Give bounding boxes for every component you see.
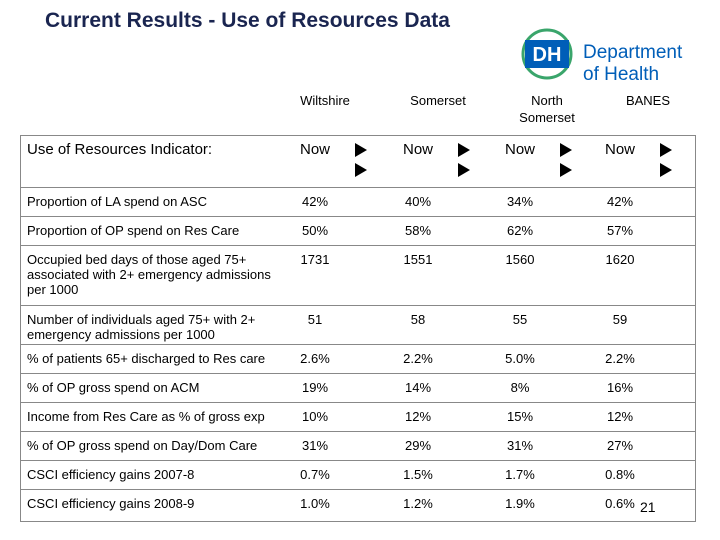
value-cell: 1620	[605, 252, 635, 267]
value-cell: 29%	[404, 438, 432, 453]
period-header: Now	[299, 141, 330, 158]
arrow	[355, 143, 367, 157]
logo-box	[525, 40, 569, 68]
arrow	[458, 163, 470, 177]
arrow	[355, 163, 367, 177]
value-cell: 42%	[606, 194, 634, 209]
logo-line: of Health	[583, 64, 659, 85]
region-header: North Somerset	[519, 93, 575, 125]
row-label: CSCI efficiency gains 2008-9	[27, 496, 195, 511]
period-header: Now	[504, 141, 535, 158]
value-cell: 19%	[301, 380, 329, 395]
arrow	[458, 143, 470, 157]
value-cell: 14%	[404, 380, 432, 395]
value-cell: 0.6%	[605, 496, 635, 511]
value-cell: 1.9%	[505, 496, 535, 511]
arrow-icon	[660, 143, 672, 177]
value-cell: 1551	[403, 252, 433, 267]
logo: DH Department of Health	[521, 28, 683, 85]
arrow	[660, 163, 672, 177]
value-cell: 8%	[510, 380, 530, 395]
row-label: Proportion of OP spend on Res Care	[27, 223, 240, 238]
value-cell: 34%	[506, 194, 534, 209]
value-cell: 2.6%	[300, 351, 330, 366]
page-number: 21	[640, 499, 656, 515]
logo-line: Department	[583, 42, 683, 63]
region-header: Wiltshire	[300, 93, 350, 108]
row-line	[20, 344, 695, 345]
row-label: Number of individuals aged 75+ with 2+ e…	[27, 312, 256, 342]
value-cell: 1.5%	[403, 467, 433, 482]
value-cell: 0.8%	[605, 467, 635, 482]
row-label: % of OP gross spend on ACM	[27, 380, 200, 395]
value-cell: 59	[612, 312, 628, 327]
value-cell: 1.0%	[300, 496, 330, 511]
value-cell: 15%	[506, 409, 534, 424]
row-label: % of OP gross spend on Day/Dom Care	[27, 438, 258, 453]
value-cell: 58	[410, 312, 426, 327]
value-cell: 16%	[606, 380, 634, 395]
value-cell: 1560	[505, 252, 535, 267]
value-cell: 51	[307, 312, 323, 327]
row-line	[20, 305, 695, 306]
row-line	[20, 431, 695, 432]
value-cell: 62%	[506, 223, 534, 238]
arrow	[560, 163, 572, 177]
value-cell: 31%	[301, 438, 329, 453]
slide-title: Current Results - Use of Resources Data	[45, 9, 450, 32]
value-cell: 1731	[300, 252, 330, 267]
value-cell: 58%	[404, 223, 432, 238]
row-line	[20, 216, 695, 217]
row-line	[20, 187, 695, 188]
arrow	[660, 143, 672, 157]
arrow	[560, 143, 572, 157]
row-line	[20, 402, 695, 403]
value-cell: 1.7%	[505, 467, 535, 482]
value-cell: 27%	[606, 438, 634, 453]
value-cell: 0.7%	[300, 467, 330, 482]
row-line	[20, 489, 695, 490]
region-header: BANES	[625, 93, 671, 108]
row-line	[20, 373, 695, 374]
value-cell: 31%	[506, 438, 534, 453]
row-label: Occupied bed days of those aged 75+ asso…	[27, 252, 271, 297]
value-cell: 10%	[301, 409, 329, 424]
value-cell: 55	[512, 312, 528, 327]
logo-ring	[521, 28, 573, 80]
region-header: Somerset	[410, 93, 466, 108]
row-label: CSCI efficiency gains 2007-8	[27, 467, 195, 482]
arrow-icon	[560, 143, 572, 177]
period-header: Now	[402, 141, 433, 158]
table-border	[20, 135, 696, 522]
value-cell: 12%	[606, 409, 634, 424]
value-cell: 2.2%	[403, 351, 433, 366]
logo-mark: DH	[533, 44, 562, 66]
row-label: Income from Res Care as % of gross exp	[27, 409, 265, 424]
arrow-icon	[458, 143, 470, 177]
arrow-icon	[355, 143, 367, 177]
value-cell: 12%	[404, 409, 432, 424]
value-cell: 40%	[404, 194, 432, 209]
row-label: % of patients 65+ discharged to Res care	[27, 351, 266, 366]
row-label: Proportion of LA spend on ASC	[27, 194, 207, 209]
corner-header: Use of Resources Indicator:	[27, 141, 213, 158]
value-cell: 50%	[301, 223, 329, 238]
value-cell: 1.2%	[403, 496, 433, 511]
row-line	[20, 460, 695, 461]
value-cell: 42%	[301, 194, 329, 209]
period-header: Now	[604, 141, 635, 158]
value-cell: 57%	[606, 223, 634, 238]
value-cell: 2.2%	[605, 351, 635, 366]
row-line	[20, 245, 695, 246]
value-cell: 5.0%	[505, 351, 535, 366]
